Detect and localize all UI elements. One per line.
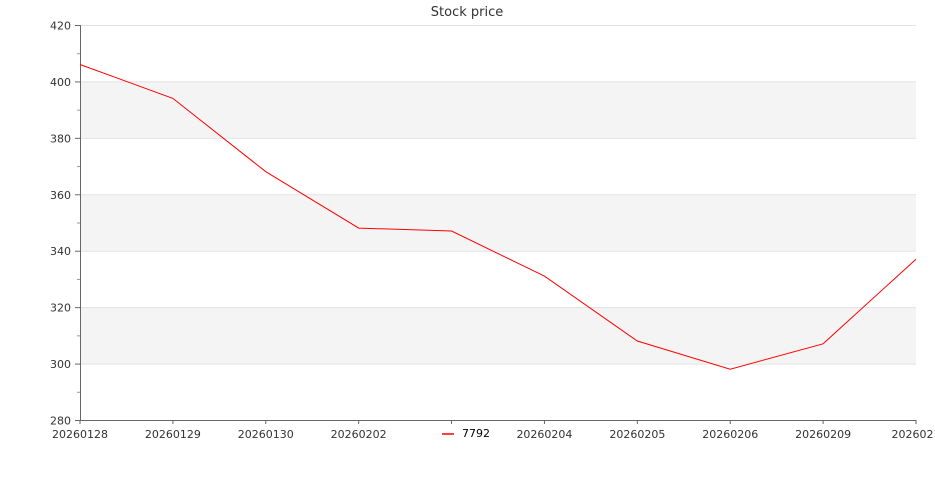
x-tick-label: 20260204: [516, 428, 572, 441]
x-tick-label: 20260128: [52, 428, 108, 441]
x-tick-label: 20260205: [609, 428, 665, 441]
legend: 7792: [440, 425, 500, 441]
y-tick-label: 320: [50, 302, 71, 315]
x-tick-label: 20260130: [238, 428, 294, 441]
grid-bands: [80, 81, 916, 364]
x-tick-label: 20260202: [331, 428, 387, 441]
series-group: [79, 64, 917, 370]
y-axis: 280 300 320 340 360 380 400 420: [50, 20, 81, 428]
y-tick-label: 280: [50, 415, 71, 428]
y-tick-label: 340: [50, 245, 71, 258]
grid-band: [80, 194, 916, 251]
y-tick-label: 420: [50, 20, 71, 33]
y-tick-label: 400: [50, 76, 71, 89]
legend-background: [440, 425, 500, 441]
chart-title: Stock price: [431, 5, 503, 20]
x-tick-label: 20260209: [795, 428, 851, 441]
series-line: [79, 64, 917, 370]
x-tick-label: 2026021: [892, 428, 935, 441]
grid-band: [80, 307, 916, 364]
grid-band: [80, 81, 916, 138]
x-tick-label: 20260206: [702, 428, 758, 441]
y-tick-label: 360: [50, 189, 71, 202]
legend-label: 7792: [462, 427, 490, 440]
y-tick-label: 380: [50, 132, 71, 145]
x-tick-label: 20260129: [145, 428, 201, 441]
y-tick-label: 300: [50, 358, 71, 371]
